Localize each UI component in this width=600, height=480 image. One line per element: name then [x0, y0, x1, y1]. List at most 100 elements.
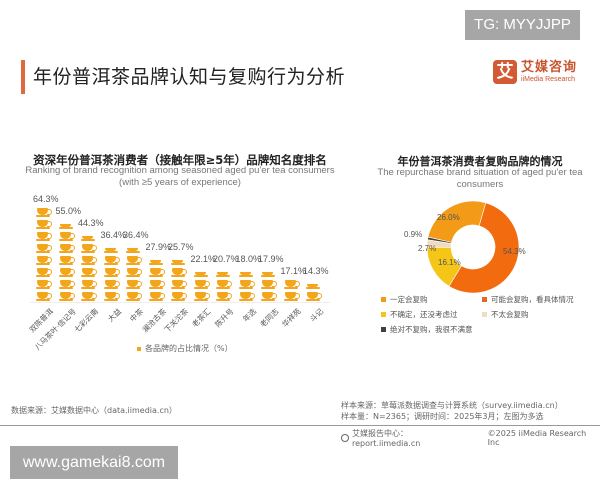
- brand-label: 华祥苑: [280, 306, 303, 329]
- left-chart-subtitle-line1: Ranking of brand recognition among seaso…: [25, 165, 335, 176]
- brand-label: 斗记: [308, 306, 326, 324]
- legend-label: 可能会复购，看具体情况: [491, 295, 574, 304]
- tea-cup-icon: [103, 254, 120, 266]
- sample-size: 样本量：N=2365；调研时间：2025年3月；左图为多选: [341, 412, 544, 421]
- cup-column: [259, 266, 279, 302]
- tea-cup-icon: [81, 242, 97, 254]
- bar-value-label: 17.9%: [258, 254, 284, 264]
- left-chart-subtitle: Ranking of brand recognition among seaso…: [0, 165, 360, 189]
- legend-swatch-icon: [482, 297, 487, 302]
- tea-cup-icon: [36, 218, 52, 230]
- tea-cup-partial-icon: [238, 266, 255, 278]
- tea-cup-partial-icon: [148, 254, 165, 266]
- left-chart-subtitle-line2: (with ≥5 years of experience): [119, 177, 241, 188]
- cup-column: [192, 266, 212, 302]
- globe-icon: [341, 434, 349, 442]
- tea-cup-icon: [171, 278, 187, 290]
- tea-cup-icon: [148, 278, 165, 290]
- tea-cup-icon: [216, 290, 232, 302]
- donut-slice-label: 16.1%: [438, 258, 461, 267]
- tea-cup-icon: [238, 290, 255, 302]
- watermark-telegram: TG: MYYJJPP: [465, 10, 580, 40]
- bar-value-label: 18.0%: [235, 254, 262, 264]
- tea-cup-icon: [126, 278, 142, 290]
- legend-swatch-icon: [482, 312, 487, 317]
- tea-cup-partial-icon: [193, 266, 210, 278]
- tea-cup-icon: [193, 290, 210, 302]
- brand-label: 澜沧古茶: [139, 306, 168, 335]
- tea-cup-icon: [36, 290, 52, 302]
- tea-cup-icon: [36, 230, 52, 242]
- tea-cup-icon: [103, 278, 120, 290]
- cup-column: [169, 254, 189, 302]
- tea-cup-icon: [126, 266, 142, 278]
- tea-cup-partial-icon: [126, 242, 142, 254]
- legend-item: 不确定，还没考虑过: [381, 309, 482, 320]
- logo-name-en: iiMedia Research: [521, 75, 576, 83]
- cup-column: [124, 242, 144, 302]
- right-chart-subtitle: The repurchase brand situation of aged p…: [360, 167, 600, 191]
- tea-cup-icon: [216, 278, 232, 290]
- cup-column: [147, 254, 167, 302]
- bar-value-label: 20.7%: [213, 254, 239, 264]
- brand-label: 中茶: [128, 306, 146, 324]
- footer-divider: [0, 425, 600, 426]
- tea-cup-icon: [171, 290, 187, 302]
- logo-name-cn: 艾媒咨询: [521, 59, 578, 75]
- legend-label: 绝对不复购，我很不满意: [390, 325, 473, 334]
- donut-slice-label: 0.9%: [404, 230, 423, 239]
- legend-swatch-icon: [137, 346, 141, 351]
- legend-item: 不太会复购: [482, 309, 591, 320]
- brand-label: 年选: [240, 306, 258, 324]
- bar-value-label: 36.4%: [123, 230, 149, 240]
- tea-cup-partial-icon: [216, 266, 232, 278]
- tea-cup-partial-icon: [261, 266, 277, 278]
- brand-label: 大益: [105, 306, 123, 324]
- donut-slice-label: 26.0%: [437, 213, 460, 222]
- tea-cup-icon: [58, 242, 75, 254]
- brand-label: 陈升号: [212, 306, 236, 329]
- iimedia-logo: 艾 艾媒咨询 iiMedia Research: [493, 60, 577, 84]
- bar-value-label: 44.3%: [78, 218, 104, 228]
- cup-column: [34, 206, 54, 302]
- watermark-site: www.gamekai8.com: [10, 446, 178, 479]
- brand-label: 老茶汇: [190, 306, 213, 329]
- tea-cup-icon: [36, 206, 52, 218]
- right-chart-title: 年份普洱茶消费者复购品牌的情况: [397, 155, 563, 168]
- tea-cup-icon: [238, 278, 255, 290]
- left-chart-title: 资深年份普洱茶消费者（接触年限≥5年）品牌知名度排名: [33, 153, 327, 167]
- brand-label: 老同志: [257, 306, 281, 329]
- bar-value-label: 25.7%: [168, 242, 194, 252]
- cup-column: [304, 278, 324, 302]
- sample-source: 样本来源：草莓派数据调查与计算系统（survey.iimedia.cn）: [341, 401, 563, 410]
- bar-value-label: 36.4%: [100, 230, 127, 240]
- legend-label: 各品牌的占比情况（%）: [145, 344, 233, 353]
- cup-column: [57, 218, 77, 302]
- legend-swatch-icon: [381, 297, 386, 302]
- tea-cup-icon: [58, 266, 75, 278]
- tea-cup-icon: [171, 266, 187, 278]
- cup-column: [214, 266, 234, 302]
- donut-slice-label: 54.3%: [503, 247, 526, 256]
- cup-column: [282, 278, 302, 302]
- legend-swatch-icon: [381, 312, 386, 317]
- tea-cup-icon: [283, 290, 300, 302]
- tea-cup-partial-icon: [103, 242, 120, 254]
- bar-value-label: 55.0%: [55, 206, 82, 216]
- legend-item: 可能会复购，看具体情况: [482, 294, 591, 305]
- tea-cup-icon: [126, 290, 142, 302]
- right-chart-subtitle-line2: consumers: [456, 179, 504, 190]
- tea-cup-icon: [36, 242, 52, 254]
- report-center-link[interactable]: 艾媒报告中心：report.iimedia.cn: [351, 429, 421, 448]
- tea-cup-icon: [103, 266, 120, 278]
- data-source: 数据来源：艾媒数据中心（data.iimedia.cn）: [11, 406, 177, 415]
- tea-cup-icon: [81, 278, 97, 290]
- tea-cup-icon: [58, 278, 75, 290]
- tea-cup-icon: [148, 266, 165, 278]
- tea-cup-icon: [36, 266, 52, 278]
- tea-cup-icon: [36, 278, 52, 290]
- tea-cup-icon: [58, 290, 75, 302]
- cup-column: [237, 266, 257, 302]
- right-chart-subtitle-line1: The repurchase brand situation of aged p…: [377, 167, 583, 178]
- legend-label: 不确定，还没考虑过: [390, 310, 458, 319]
